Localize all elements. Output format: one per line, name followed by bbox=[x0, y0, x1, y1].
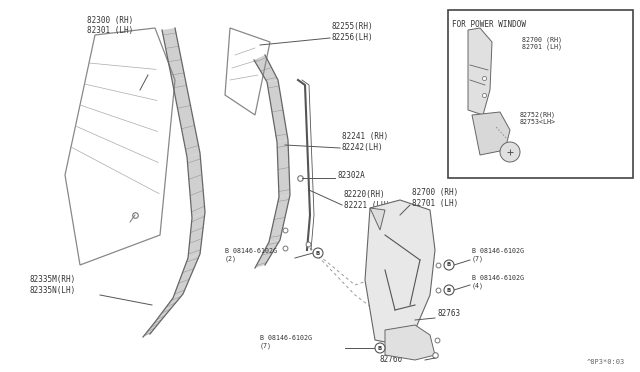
Text: 82255(RH)
82256(LH): 82255(RH) 82256(LH) bbox=[332, 22, 374, 42]
Polygon shape bbox=[468, 28, 492, 115]
Circle shape bbox=[444, 285, 454, 295]
Polygon shape bbox=[370, 208, 385, 230]
Text: B: B bbox=[316, 250, 320, 256]
Polygon shape bbox=[277, 140, 290, 197]
Polygon shape bbox=[155, 294, 183, 322]
Text: B 08146-6102G
(7): B 08146-6102G (7) bbox=[260, 335, 312, 349]
Polygon shape bbox=[187, 153, 205, 218]
Polygon shape bbox=[162, 28, 185, 80]
Polygon shape bbox=[143, 318, 163, 337]
Text: B: B bbox=[378, 346, 382, 350]
Text: B 08146-6102G
(7): B 08146-6102G (7) bbox=[472, 248, 524, 262]
Text: 82241 (RH)
82242(LH): 82241 (RH) 82242(LH) bbox=[342, 132, 388, 152]
Polygon shape bbox=[254, 55, 278, 82]
Text: 82763: 82763 bbox=[437, 310, 460, 318]
Text: B 08146-6102G
(2): B 08146-6102G (2) bbox=[225, 248, 277, 262]
Polygon shape bbox=[472, 112, 510, 155]
Polygon shape bbox=[173, 254, 200, 298]
Polygon shape bbox=[172, 78, 200, 157]
Circle shape bbox=[444, 260, 454, 270]
Circle shape bbox=[313, 248, 323, 258]
Text: 82302A: 82302A bbox=[337, 170, 365, 180]
Polygon shape bbox=[267, 80, 288, 142]
Polygon shape bbox=[188, 212, 205, 258]
Text: 82335M(RH)
82335N(LH): 82335M(RH) 82335N(LH) bbox=[30, 275, 76, 295]
Text: FOR POWER WINDOW: FOR POWER WINDOW bbox=[452, 20, 526, 29]
Text: ^8P3*0:03: ^8P3*0:03 bbox=[587, 359, 625, 365]
Polygon shape bbox=[255, 240, 280, 268]
Text: 82752(RH)
82753<LH>: 82752(RH) 82753<LH> bbox=[520, 111, 556, 125]
Polygon shape bbox=[365, 200, 435, 345]
Bar bbox=[448, 10, 633, 178]
Text: 82760: 82760 bbox=[380, 356, 403, 365]
Text: 82220(RH)
82221 (LH): 82220(RH) 82221 (LH) bbox=[344, 190, 390, 210]
Polygon shape bbox=[385, 325, 435, 360]
Text: B: B bbox=[447, 288, 451, 292]
Text: B: B bbox=[447, 263, 451, 267]
Text: 82300 (RH)
82301 (LH): 82300 (RH) 82301 (LH) bbox=[87, 16, 133, 35]
Circle shape bbox=[500, 142, 520, 162]
Text: 82700 (RH)
82701 (LH): 82700 (RH) 82701 (LH) bbox=[522, 36, 562, 50]
Circle shape bbox=[375, 343, 385, 353]
Text: B 08146-6102G
(4): B 08146-6102G (4) bbox=[472, 275, 524, 289]
Polygon shape bbox=[269, 195, 290, 242]
Text: 82700 (RH)
82701 (LH): 82700 (RH) 82701 (LH) bbox=[412, 188, 458, 208]
